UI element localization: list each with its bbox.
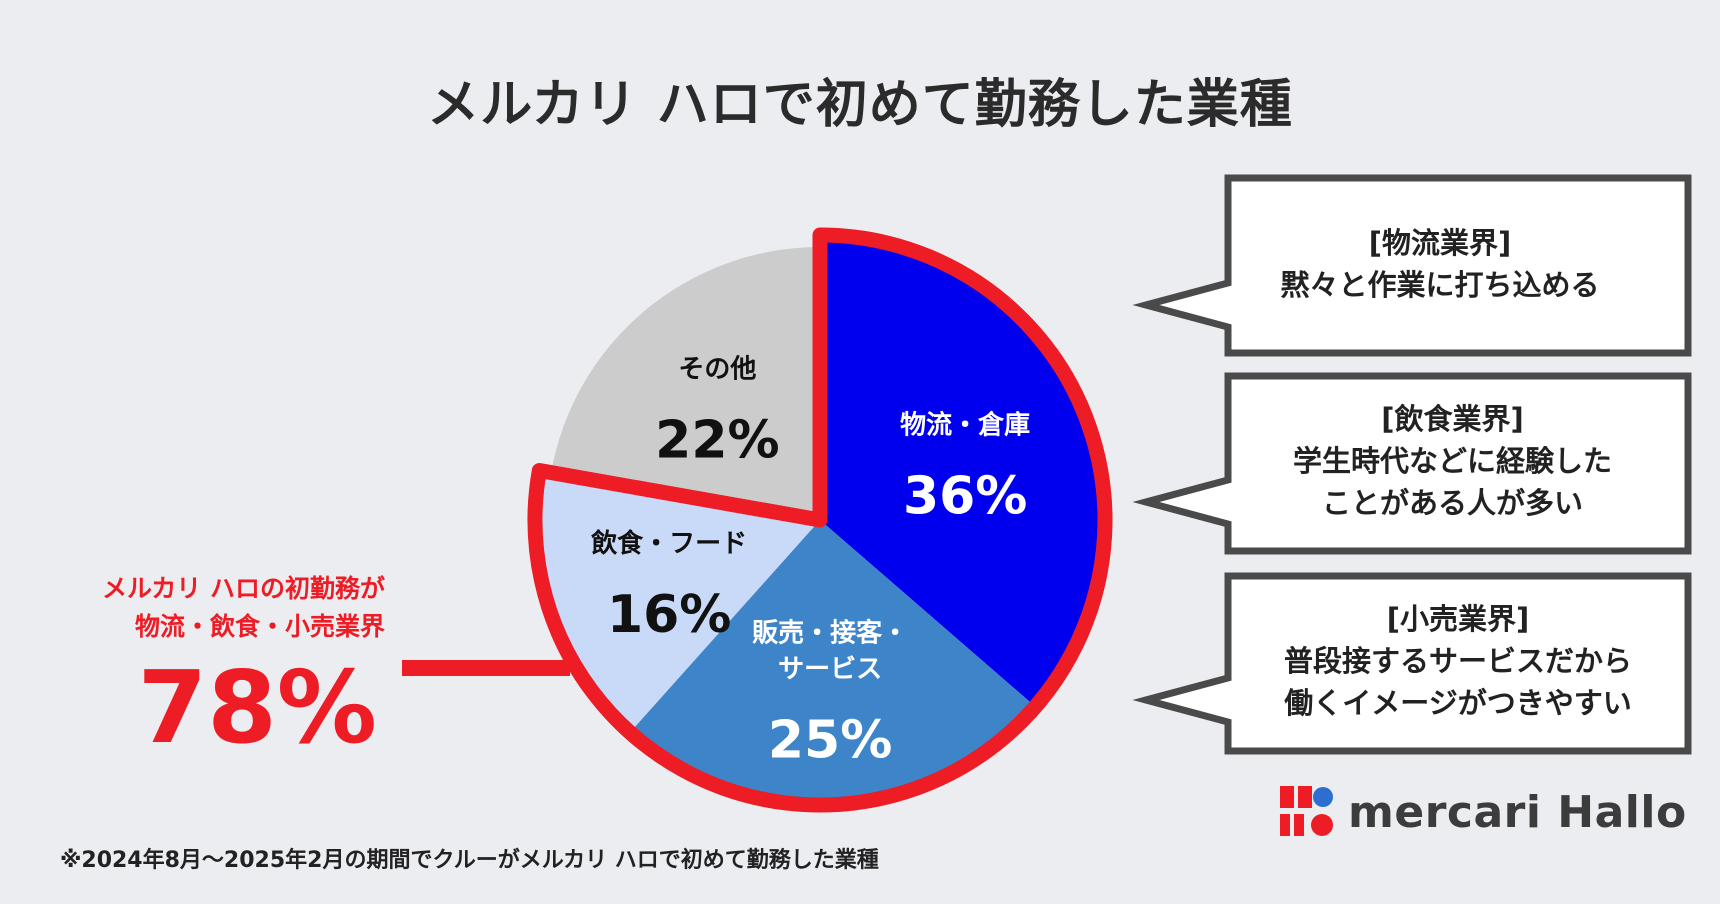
slice-label: 物流・倉庫 xyxy=(900,410,1030,441)
bubble-line: 普段接するサービスだから xyxy=(1283,644,1632,678)
callout-value: 78% xyxy=(137,649,377,766)
callout-line-1: メルカリ ハロの初勤務が xyxy=(102,574,385,603)
logo-mark-shape xyxy=(1294,814,1304,836)
pie-slice xyxy=(551,246,820,520)
speech-bubbles xyxy=(1132,174,1692,755)
logo-wordmark: mercari Hallo xyxy=(1348,787,1687,838)
slice-value-label: 16% xyxy=(607,585,731,645)
logo-mark-shape xyxy=(1280,786,1294,808)
bubble-heading: [小売業界] xyxy=(1386,602,1530,636)
bubble-heading: [飲食業界] xyxy=(1381,402,1524,436)
logo-mark xyxy=(1280,786,1333,836)
chart-title: メルカリ ハロで初めて勤務した業種 xyxy=(427,75,1293,135)
pie-slice xyxy=(535,470,820,733)
footnote: ※2024年8月〜2025年2月の期間でクルーがメルカリ ハロで初めて勤務した業… xyxy=(60,848,879,873)
bubble-line: ことがある人が多い xyxy=(1321,486,1583,520)
logo-mark-shape xyxy=(1313,787,1333,807)
slice-label: 飲食・フード xyxy=(590,528,747,559)
bubble-logistics-text: [物流業界] 黙々と作業に打ち込める xyxy=(1230,222,1650,306)
callout-caption: メルカリ ハロの初勤務が 物流・飲食・小売業界 xyxy=(55,570,385,646)
speech-bubble xyxy=(1132,372,1692,555)
logo-mark-shape xyxy=(1280,814,1290,836)
slice-label: サービス xyxy=(778,654,882,684)
logo-mark-shape xyxy=(1311,814,1333,836)
bubble-line: 黙々と作業に打ち込める xyxy=(1280,268,1600,302)
pie-slices xyxy=(535,235,1105,806)
speech-bubble xyxy=(1132,174,1692,357)
pie-slice xyxy=(820,235,1105,707)
logo-mark-shape xyxy=(1298,786,1312,808)
speech-bubble xyxy=(1132,572,1692,755)
slice-value-label: 25% xyxy=(768,710,892,770)
bubble-food-text: [飲食業界] 学生時代などに経験した ことがある人が多い xyxy=(1230,398,1675,524)
bubble-retail-text: [小売業界] 普段接するサービスだから 働くイメージがつきやすい xyxy=(1228,598,1688,724)
bubble-line: 学生時代などに経験した xyxy=(1292,444,1612,478)
bubble-heading: [物流業界] xyxy=(1368,226,1512,260)
slice-value-label: 22% xyxy=(655,411,779,471)
bubble-line: 働くイメージがつきやすい xyxy=(1284,686,1632,720)
slice-labels: 物流・倉庫 36% 販売・接客・サービス 25% 飲食・フード 16% その他 22% xyxy=(590,355,1030,771)
slice-label: 販売・接客・ xyxy=(752,617,908,648)
slice-label: その他 xyxy=(678,355,756,385)
highlight-outline xyxy=(527,227,1113,813)
pie-slice xyxy=(629,520,1036,806)
slice-value-label: 36% xyxy=(903,467,1027,527)
callout-line-2: 物流・飲食・小売業界 xyxy=(134,612,385,641)
